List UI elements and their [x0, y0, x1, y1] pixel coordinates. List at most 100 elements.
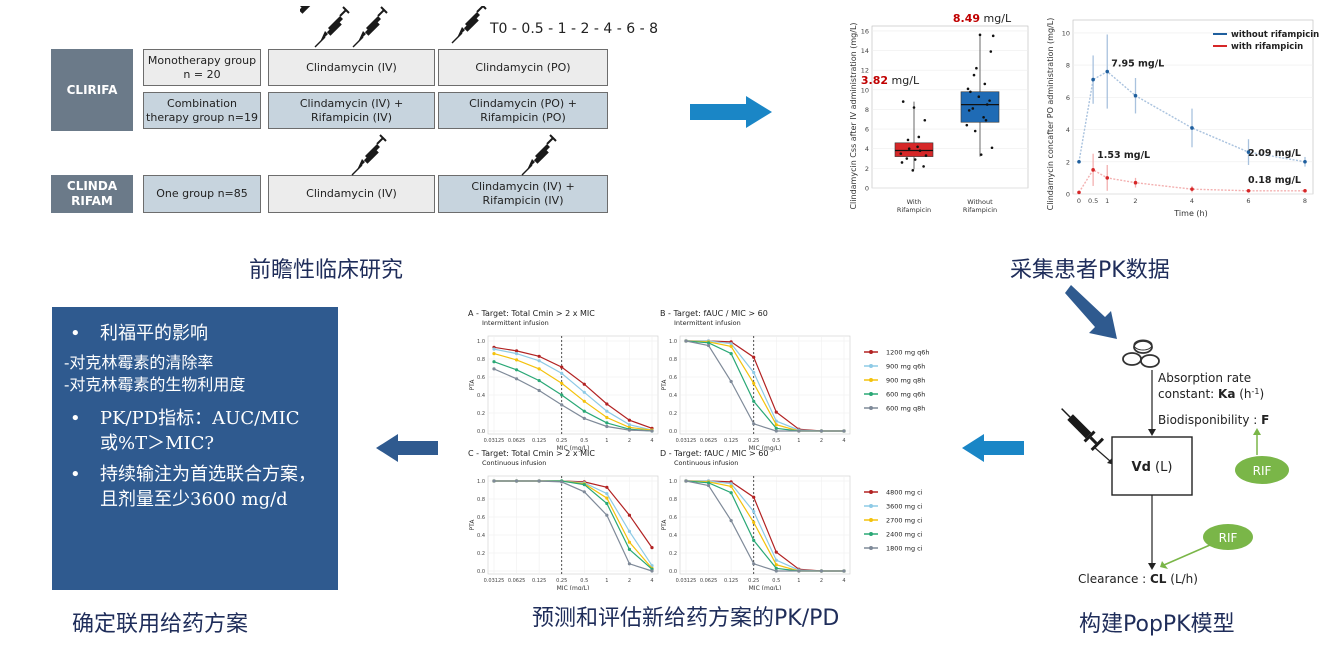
data-point	[514, 358, 519, 362]
rif-label-cl: RIF	[1219, 531, 1238, 545]
data-point	[729, 491, 733, 495]
data-point	[514, 349, 519, 353]
data-point	[1133, 93, 1138, 98]
x-tick-label: 0	[1077, 197, 1081, 205]
arrow-left-icon	[376, 434, 438, 462]
y-tick-label: 10	[1062, 29, 1070, 37]
data-point	[605, 485, 609, 489]
data-point	[797, 429, 801, 433]
data-point	[650, 546, 654, 550]
data-point	[774, 419, 778, 423]
boxplot-annot-without: 8.49 mg/L	[953, 12, 1012, 25]
y-tick-label: 4	[865, 145, 869, 153]
data-point	[985, 103, 989, 106]
y-tick-label: 0.2	[669, 411, 677, 417]
summary-bullet-1: • 利福平的影响	[70, 323, 208, 344]
y-tick-label: 0.4	[669, 533, 677, 539]
data-point	[924, 154, 928, 157]
data-point	[752, 510, 756, 514]
data-point	[819, 569, 824, 573]
legend-label: 600 mg q6h	[886, 391, 925, 399]
data-point	[973, 129, 977, 133]
data-point	[1303, 159, 1307, 164]
data-point	[605, 402, 609, 406]
legend-label: 2400 mg ci	[886, 531, 923, 539]
data-point	[1105, 176, 1110, 180]
data-point	[905, 157, 909, 160]
data-point	[752, 355, 756, 359]
arrow-down-right-icon	[1065, 285, 1117, 339]
data-point	[989, 50, 993, 53]
mono-group-cell: Monotherapy group n = 20	[143, 49, 261, 86]
data-point	[706, 343, 711, 348]
y-axis-label: PTA	[469, 519, 476, 531]
data-point	[969, 90, 972, 94]
syringe-icon	[300, 6, 314, 14]
x-tick-label: 0.5	[1088, 197, 1098, 205]
annotation: 1.53 mg/L	[1097, 150, 1150, 161]
y-tick-label: 0.6	[669, 375, 677, 381]
x-tick-label: 2	[1133, 197, 1137, 205]
data-point	[627, 428, 632, 432]
legend-marker	[869, 518, 873, 522]
data-point	[706, 483, 711, 488]
data-point	[605, 492, 609, 496]
y-tick-label: 1.0	[477, 339, 485, 345]
arrow-right-icon	[690, 96, 772, 128]
x-tick-label: 4	[650, 438, 653, 444]
data-point	[819, 429, 824, 433]
combo-iv-cell: Clindamycin (IV) + Rifampicin (IV)	[268, 92, 435, 129]
panel-subtitle: Continuous infusion	[482, 459, 546, 467]
vd-compartment	[1111, 436, 1193, 496]
x-tick-label: 2	[628, 438, 631, 444]
clirifa-label: CLIRIFA	[51, 49, 133, 131]
pills-icon	[1122, 339, 1160, 368]
data-point	[922, 165, 925, 168]
absorption-value: constant: Ka (h-1)	[1158, 387, 1264, 401]
data-point	[913, 158, 917, 161]
data-point	[729, 484, 733, 488]
x-tick-label: 1	[1105, 197, 1109, 205]
syringe-icons	[300, 6, 557, 176]
data-point	[1190, 126, 1194, 130]
legend-marker	[869, 378, 873, 382]
boxplot-annot-with: 3.82 mg/L	[861, 74, 920, 87]
legend-marker	[869, 546, 873, 550]
x-tick-label: 1	[797, 578, 800, 584]
data-point	[537, 354, 541, 358]
y-tick-label: 0.2	[669, 551, 677, 557]
data-point	[706, 481, 711, 485]
x-tick-label: 0.5	[772, 578, 780, 584]
data-point	[907, 147, 911, 151]
series-line	[493, 348, 653, 431]
data-point	[650, 564, 654, 568]
data-point	[650, 569, 654, 573]
data-point	[752, 381, 756, 385]
data-point	[842, 569, 846, 573]
y-axis-label: PTA	[469, 379, 476, 391]
x-tick-label: 0.0625	[700, 438, 718, 444]
y-tick-label: 0.2	[477, 551, 485, 557]
pta-charts: A - Target: Total Cmin > 2 x MICIntermit…	[468, 309, 930, 590]
data-point	[537, 479, 541, 483]
boxplot-ylabel: Clindamycin Css after IV administration …	[849, 22, 858, 209]
legend-without-rif: without rifampicin	[1231, 30, 1319, 40]
data-point	[978, 33, 982, 37]
data-point	[988, 99, 991, 102]
data-point	[906, 138, 910, 142]
data-point	[537, 359, 541, 363]
x-tick-label: 0.25	[748, 438, 759, 444]
x-tick-label: 0.125	[724, 578, 738, 584]
data-point	[582, 416, 586, 420]
data-point	[729, 482, 733, 486]
summary-bullet-3: • 持续输注为首选联合方案，且剂量至少3600 mg/d	[70, 464, 316, 510]
data-point	[492, 479, 496, 483]
plot-area	[871, 25, 1029, 189]
legend-marker	[869, 406, 873, 410]
data-point	[983, 82, 987, 86]
data-point	[965, 123, 969, 127]
data-point	[650, 429, 654, 433]
data-point	[492, 360, 496, 364]
sampling-times: T0 - 0.5 - 1 - 2 - 4 - 6 - 8	[490, 21, 658, 37]
data-point	[1105, 69, 1110, 74]
